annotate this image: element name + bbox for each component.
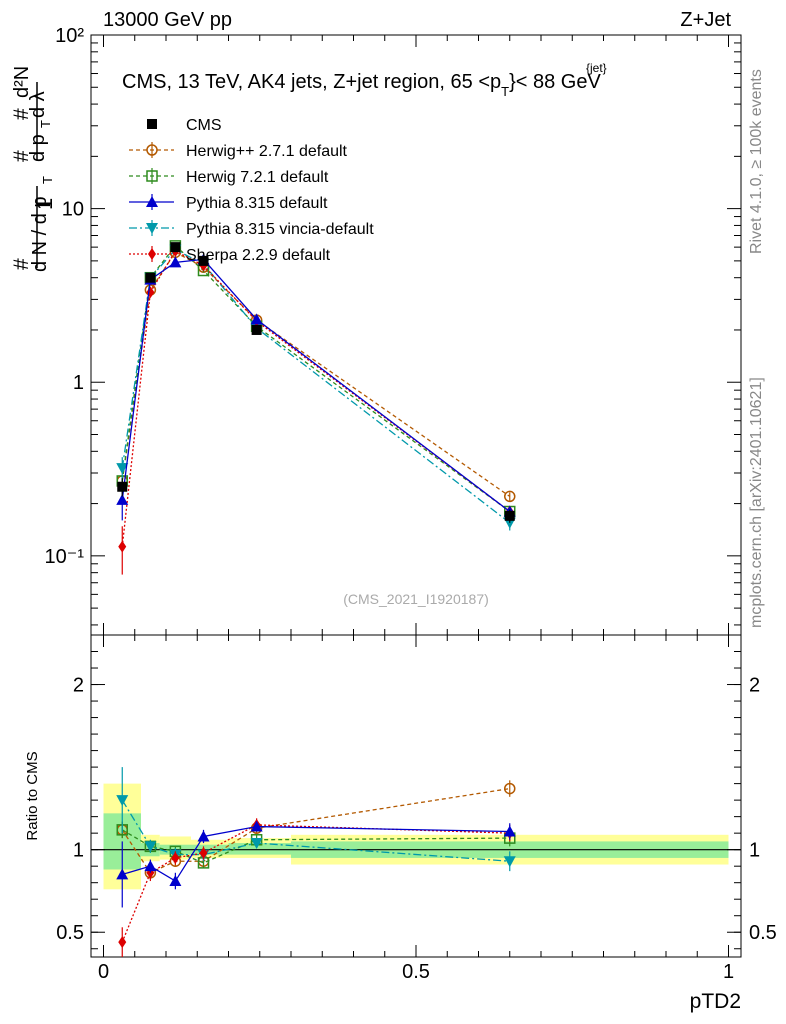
ratio-line-herwig-7-2-1-default (121, 829, 510, 864)
plot-title-superscript: {jet} (586, 61, 607, 75)
ratio-tick-label-right: 0.5 (749, 922, 777, 944)
ratio-point-herwig-2-7-1-default (504, 782, 516, 795)
svg-text:#: # (10, 150, 33, 162)
legend-label-pythia-8-315-vincia-default: Pythia 8.315 vincia-default (186, 221, 374, 238)
ratio-line-pythia-8-315-default (122, 825, 510, 882)
legend-label-pythia-8-315-default: Pythia 8.315 default (186, 195, 328, 212)
plot-title: CMS, 13 TeV, AK4 jets, Z+jet region, 65 … (122, 71, 601, 99)
series-line-pythia-8-315-vincia-default (121, 248, 511, 524)
ratio-point-pythia-8-315-vincia-default (250, 838, 263, 850)
ratio-point-pythia-8-315-default (250, 820, 263, 832)
x-tick-label: 0.5 (402, 961, 430, 983)
ratio-ylabel: Ratio to CMS (24, 751, 41, 840)
ratio-series (116, 767, 516, 957)
svg-text:1: 1 (32, 198, 57, 210)
ratio-point-pythia-8-315-default (503, 825, 516, 837)
y-tick-label: 10² (55, 25, 84, 47)
ratio-tick-label: 0.5 (56, 922, 84, 944)
ratio-point-sherpa-2-2-9-default (199, 846, 208, 859)
legend-marker-cms (147, 119, 157, 129)
ratio-tick-label: 2 (73, 675, 84, 697)
legend-label-herwig-7-2-1-default: Herwig 7.2.1 default (186, 169, 329, 186)
ratio-bands (91, 783, 741, 890)
point-cms (251, 324, 262, 335)
x-axis-label: pTD2 (690, 990, 741, 1013)
legend-marker-sherpa-2-2-9-default (148, 248, 156, 260)
point-pythia-8-315-default (116, 493, 129, 505)
ratio-point-sherpa-2-2-9-default (171, 851, 180, 864)
point-cms (145, 272, 156, 283)
point-pythia-8-315-vincia-default (116, 463, 129, 475)
legend-marker-pythia-8-315-vincia-default (146, 223, 158, 234)
point-pythia-8-315-default (169, 256, 182, 268)
header-left: 13000 GeV pp (103, 9, 232, 31)
point-cms (170, 242, 181, 253)
svg-text:d N / d p: d N / d p (29, 196, 51, 272)
x-tick-label: 1 (723, 961, 734, 983)
ratio-point-pythia-8-315-default (144, 860, 157, 872)
side-mcplots-label: mcplots.cern.ch [arXiv:2401.10621] (748, 377, 765, 628)
legend-label-sherpa-2-2-9-default: Sherpa 2.2.9 default (186, 247, 331, 264)
svg-text:#: # (10, 108, 33, 120)
ratio-tick-label: 1 (73, 840, 84, 862)
analysis-watermark: (CMS_2021_I1920187) (343, 591, 489, 607)
svg-text:d²N: d²N (11, 66, 33, 98)
ratio-point-pythia-8-315-vincia-default (116, 795, 129, 807)
legend-label-herwig-2-7-1-default: Herwig++ 2.7.1 default (186, 143, 348, 160)
point-cms (117, 481, 128, 492)
series-line-sherpa-2-2-9-default (121, 250, 511, 547)
header-right: Z+Jet (680, 9, 731, 31)
ratio-point-sherpa-2-2-9-default (118, 936, 127, 949)
ratio-point-pythia-8-315-default (197, 830, 210, 842)
ratio-frame (90, 634, 742, 958)
main-ylabel: # 1 d N / d p T # d p T d λ # d²N (10, 66, 57, 272)
point-sherpa-2-2-9-default (118, 540, 127, 553)
legend-marker-pythia-8-315-default (146, 196, 158, 207)
svg-text:T: T (40, 176, 55, 184)
legend: CMS Herwig++ 2.7.1 default Herwig 7.2.1 de… (129, 117, 374, 264)
legend-marker-herwig-2-7-1-default (146, 144, 158, 156)
ratio-point-pythia-8-315-default (116, 868, 129, 880)
y-tick-label: 10 (62, 199, 84, 221)
svg-text:d p: d p (27, 134, 49, 162)
point-cms (198, 255, 209, 266)
svg-text:d λ: d λ (27, 91, 49, 118)
band-inner (228, 843, 291, 855)
ratio-point-pythia-8-315-vincia-default (144, 841, 157, 853)
series-line-herwig-2-7-1-default (121, 251, 511, 497)
side-rivet-label: Rivet 4.1.0, ≥ 100k events (748, 69, 765, 254)
ratio-point-pythia-8-315-default (169, 875, 182, 887)
ratio-tick-label-right: 1 (749, 840, 760, 862)
point-cms (504, 510, 515, 521)
point-pythia-8-315-default (250, 313, 263, 325)
x-tick-label: 0 (98, 961, 109, 983)
legend-label-cms: CMS (186, 117, 222, 134)
ratio-point-pythia-8-315-vincia-default (503, 856, 516, 868)
legend-marker-herwig-7-2-1-default (146, 170, 158, 182)
ratio-tick-label-right: 2 (749, 675, 760, 697)
main-series (116, 240, 516, 575)
point-herwig-2-7-1-default (504, 490, 516, 503)
svg-text:T: T (38, 120, 53, 128)
ratio-line-herwig-2-7-1-default (121, 787, 510, 874)
y-tick-label: 10⁻¹ (45, 546, 85, 568)
y-tick-label: 1 (73, 372, 84, 394)
axis-ticks: 0 0.5 1 10⁻¹ 1 10 10² 0.5 0.5 1 1 2 2 (45, 25, 777, 983)
series-line-herwig-7-2-1-default (121, 244, 511, 513)
series-line-pythia-8-315-default (121, 258, 511, 513)
svg-text:#: # (10, 258, 33, 270)
